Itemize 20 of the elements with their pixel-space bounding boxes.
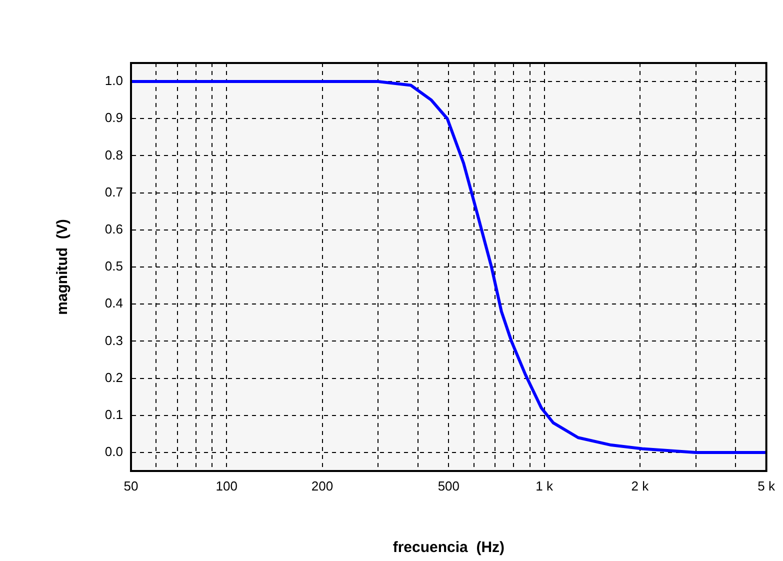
y-tick-label: 0.5 bbox=[104, 258, 123, 274]
y-tick-label: 0.4 bbox=[104, 296, 123, 311]
x-tick-label: 500 bbox=[438, 478, 460, 494]
x-tick-label: 5 k bbox=[758, 478, 776, 494]
y-tick-label: 0.3 bbox=[104, 332, 123, 348]
y-tick-label: 0.9 bbox=[104, 110, 123, 126]
x-tick-label: 2 k bbox=[631, 478, 650, 494]
y-tick-label: 1.0 bbox=[104, 73, 123, 88]
y-tick-label: 0.6 bbox=[104, 221, 123, 236]
x-tick-label: 100 bbox=[216, 478, 238, 494]
x-tick-label: 1 k bbox=[536, 478, 554, 494]
y-tick-label: 0.2 bbox=[104, 370, 123, 385]
x-tick-label: 200 bbox=[311, 478, 334, 494]
y-tick-label: 0.7 bbox=[104, 184, 123, 200]
y-tick-label: 0.0 bbox=[104, 444, 123, 460]
x-tick-label: 50 bbox=[124, 478, 138, 494]
y-tick-label: 0.1 bbox=[104, 406, 123, 422]
y-axis-title: magnitud (V) bbox=[54, 219, 72, 315]
y-tick-label: 0.8 bbox=[104, 147, 123, 162]
x-axis-title: frecuencia (Hz) bbox=[392, 539, 505, 556]
